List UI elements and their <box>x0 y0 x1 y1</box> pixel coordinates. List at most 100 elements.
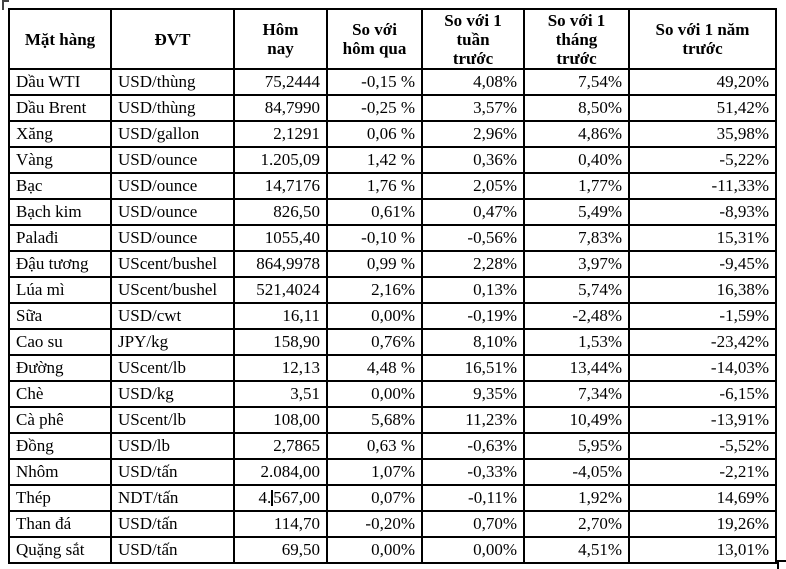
vs-year-cell[interactable]: 51,42% <box>628 94 777 122</box>
vs-year-cell[interactable]: 35,98% <box>628 120 777 148</box>
today-cell[interactable]: 521,4024 <box>233 276 328 304</box>
commodity-cell[interactable]: Sữa <box>8 302 112 330</box>
col-header-vs-month[interactable]: So với 1 tháng trước <box>523 8 630 70</box>
commodity-cell[interactable]: Quặng sắt <box>8 536 112 564</box>
today-cell[interactable]: 2,1291 <box>233 120 328 148</box>
vs-week-cell[interactable]: 0,00% <box>421 536 525 564</box>
vs-year-cell[interactable]: 19,26% <box>628 510 777 538</box>
vs-yesterday-cell[interactable]: -0,25 % <box>326 94 423 122</box>
vs-yesterday-cell[interactable]: -0,15 % <box>326 68 423 96</box>
unit-cell[interactable]: USD/kg <box>110 380 235 408</box>
vs-week-cell[interactable]: -0,56% <box>421 224 525 252</box>
vs-year-cell[interactable]: -8,93% <box>628 198 777 226</box>
unit-cell[interactable]: USD/thùng <box>110 94 235 122</box>
commodity-cell[interactable]: Đậu tương <box>8 250 112 278</box>
commodity-cell[interactable]: Đồng <box>8 432 112 460</box>
today-cell[interactable]: 14,7176 <box>233 172 328 200</box>
unit-cell[interactable]: USD/tấn <box>110 510 235 538</box>
commodity-cell[interactable]: Bạch kim <box>8 198 112 226</box>
unit-cell[interactable]: USD/ounce <box>110 172 235 200</box>
vs-week-cell[interactable]: 2,28% <box>421 250 525 278</box>
commodity-cell[interactable]: Dầu WTI <box>8 68 112 96</box>
unit-cell[interactable]: USD/ounce <box>110 146 235 174</box>
vs-yesterday-cell[interactable]: 1,76 % <box>326 172 423 200</box>
vs-month-cell[interactable]: 2,70% <box>523 510 630 538</box>
unit-cell[interactable]: USD/tấn <box>110 458 235 486</box>
commodity-cell[interactable]: Thép <box>8 484 112 512</box>
vs-year-cell[interactable]: 15,31% <box>628 224 777 252</box>
today-cell[interactable]: 2,7865 <box>233 432 328 460</box>
commodity-cell[interactable]: Xăng <box>8 120 112 148</box>
vs-yesterday-cell[interactable]: 0,07% <box>326 484 423 512</box>
today-cell[interactable]: 84,7990 <box>233 94 328 122</box>
col-header-vs-yesterday[interactable]: So với hôm qua <box>326 8 423 70</box>
vs-yesterday-cell[interactable]: 0,00% <box>326 536 423 564</box>
vs-year-cell[interactable]: 16,38% <box>628 276 777 304</box>
unit-cell[interactable]: USD/ounce <box>110 224 235 252</box>
commodity-cell[interactable]: Cao su <box>8 328 112 356</box>
vs-year-cell[interactable]: 49,20% <box>628 68 777 96</box>
today-cell[interactable]: 826,50 <box>233 198 328 226</box>
today-cell[interactable]: 3,51 <box>233 380 328 408</box>
vs-week-cell[interactable]: -0,19% <box>421 302 525 330</box>
vs-week-cell[interactable]: -0,63% <box>421 432 525 460</box>
col-header-vs-year[interactable]: So với 1 năm trước <box>628 8 777 70</box>
commodity-cell[interactable]: Palađi <box>8 224 112 252</box>
commodity-cell[interactable]: Nhôm <box>8 458 112 486</box>
today-cell[interactable]: 114,70 <box>233 510 328 538</box>
unit-cell[interactable]: JPY/kg <box>110 328 235 356</box>
vs-yesterday-cell[interactable]: 0,63 % <box>326 432 423 460</box>
commodity-cell[interactable]: Cà phê <box>8 406 112 434</box>
vs-week-cell[interactable]: 16,51% <box>421 354 525 382</box>
vs-yesterday-cell[interactable]: 2,16% <box>326 276 423 304</box>
vs-week-cell[interactable]: 2,05% <box>421 172 525 200</box>
vs-year-cell[interactable]: -11,33% <box>628 172 777 200</box>
vs-week-cell[interactable]: 2,96% <box>421 120 525 148</box>
vs-year-cell[interactable]: -14,03% <box>628 354 777 382</box>
vs-month-cell[interactable]: -2,48% <box>523 302 630 330</box>
vs-month-cell[interactable]: 10,49% <box>523 406 630 434</box>
vs-week-cell[interactable]: 3,57% <box>421 94 525 122</box>
vs-year-cell[interactable]: 14,69% <box>628 484 777 512</box>
vs-month-cell[interactable]: 1,92% <box>523 484 630 512</box>
vs-year-cell[interactable]: -13,91% <box>628 406 777 434</box>
today-cell[interactable]: 75,2444 <box>233 68 328 96</box>
vs-month-cell[interactable]: 7,54% <box>523 68 630 96</box>
vs-week-cell[interactable]: 11,23% <box>421 406 525 434</box>
vs-month-cell[interactable]: 7,34% <box>523 380 630 408</box>
today-cell[interactable]: 158,90 <box>233 328 328 356</box>
unit-cell[interactable]: UScent/bushel <box>110 250 235 278</box>
commodity-cell[interactable]: Đường <box>8 354 112 382</box>
vs-week-cell[interactable]: 0,70% <box>421 510 525 538</box>
vs-month-cell[interactable]: 0,40% <box>523 146 630 174</box>
col-header-commodity[interactable]: Mặt hàng <box>8 8 112 70</box>
vs-week-cell[interactable]: -0,11% <box>421 484 525 512</box>
col-header-unit[interactable]: ĐVT <box>110 8 235 70</box>
unit-cell[interactable]: USD/tấn <box>110 536 235 564</box>
col-header-vs-week[interactable]: So với 1 tuần trước <box>421 8 525 70</box>
vs-week-cell[interactable]: 0,13% <box>421 276 525 304</box>
commodity-cell[interactable]: Than đá <box>8 510 112 538</box>
vs-yesterday-cell[interactable]: -0,10 % <box>326 224 423 252</box>
table-resize-handle-icon[interactable] <box>777 560 786 569</box>
vs-yesterday-cell[interactable]: -0,20% <box>326 510 423 538</box>
vs-yesterday-cell[interactable]: 0,99 % <box>326 250 423 278</box>
vs-month-cell[interactable]: 4,86% <box>523 120 630 148</box>
vs-month-cell[interactable]: 3,97% <box>523 250 630 278</box>
unit-cell[interactable]: UScent/bushel <box>110 276 235 304</box>
vs-year-cell[interactable]: -1,59% <box>628 302 777 330</box>
commodity-cell[interactable]: Chè <box>8 380 112 408</box>
today-cell[interactable]: 2.084,00 <box>233 458 328 486</box>
vs-month-cell[interactable]: 1,77% <box>523 172 630 200</box>
vs-month-cell[interactable]: 8,50% <box>523 94 630 122</box>
unit-cell[interactable]: USD/ounce <box>110 198 235 226</box>
unit-cell[interactable]: USD/gallon <box>110 120 235 148</box>
vs-yesterday-cell[interactable]: 0,61% <box>326 198 423 226</box>
vs-month-cell[interactable]: 5,74% <box>523 276 630 304</box>
col-header-today[interactable]: Hôm nay <box>233 8 328 70</box>
commodity-cell[interactable]: Lúa mì <box>8 276 112 304</box>
vs-month-cell[interactable]: 7,83% <box>523 224 630 252</box>
commodity-cell[interactable]: Vàng <box>8 146 112 174</box>
vs-week-cell[interactable]: 0,36% <box>421 146 525 174</box>
commodity-cell[interactable]: Bạc <box>8 172 112 200</box>
